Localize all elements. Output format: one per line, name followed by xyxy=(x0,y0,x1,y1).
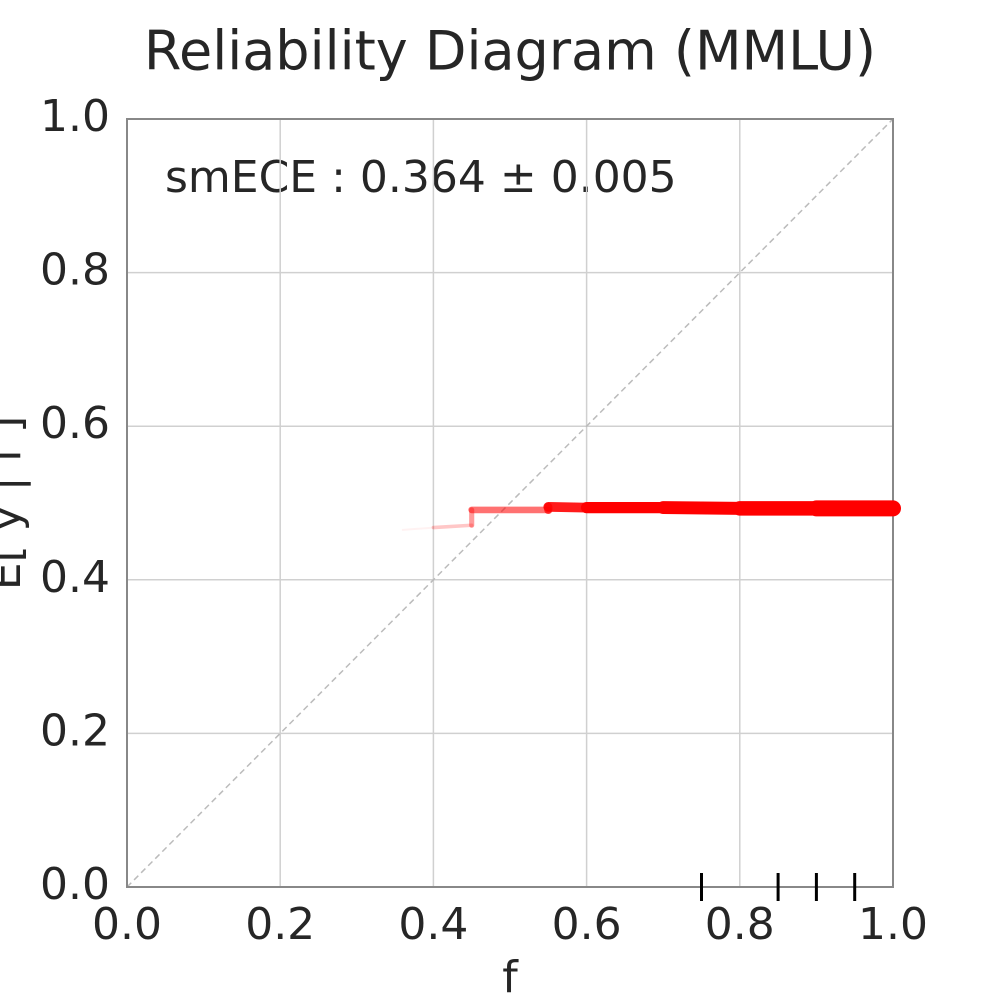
x-tick-label: 0.0 xyxy=(92,899,162,950)
calibration-segment xyxy=(431,523,474,530)
calibration-segment xyxy=(543,501,592,513)
chart-title: Reliability Diagram (MMLU) xyxy=(144,20,876,83)
diagonal-reference xyxy=(126,118,894,888)
y-axis-label: E[ y | f ] xyxy=(0,416,31,590)
x-tick-label: 0.2 xyxy=(245,899,315,950)
x-tick-label: 0.8 xyxy=(705,899,775,950)
y-tick-label: 0.8 xyxy=(40,245,110,296)
x-tick-label: 1.0 xyxy=(858,899,928,950)
x-tick-label: 0.4 xyxy=(398,899,468,950)
x-tick-label: 0.6 xyxy=(552,899,622,950)
x-axis-label: f xyxy=(502,952,519,997)
calibration-segment xyxy=(401,526,435,531)
y-tick-label: 0.2 xyxy=(40,705,110,756)
y-tick-label: 1.0 xyxy=(40,91,110,142)
calibration-segment xyxy=(656,501,747,515)
y-tick-label: 0.6 xyxy=(40,398,110,449)
y-tick-label: 0.4 xyxy=(40,552,110,603)
y-tick-label: 0.0 xyxy=(40,859,110,910)
annotation: smECE : 0.364 ± 0.005 xyxy=(165,152,677,203)
